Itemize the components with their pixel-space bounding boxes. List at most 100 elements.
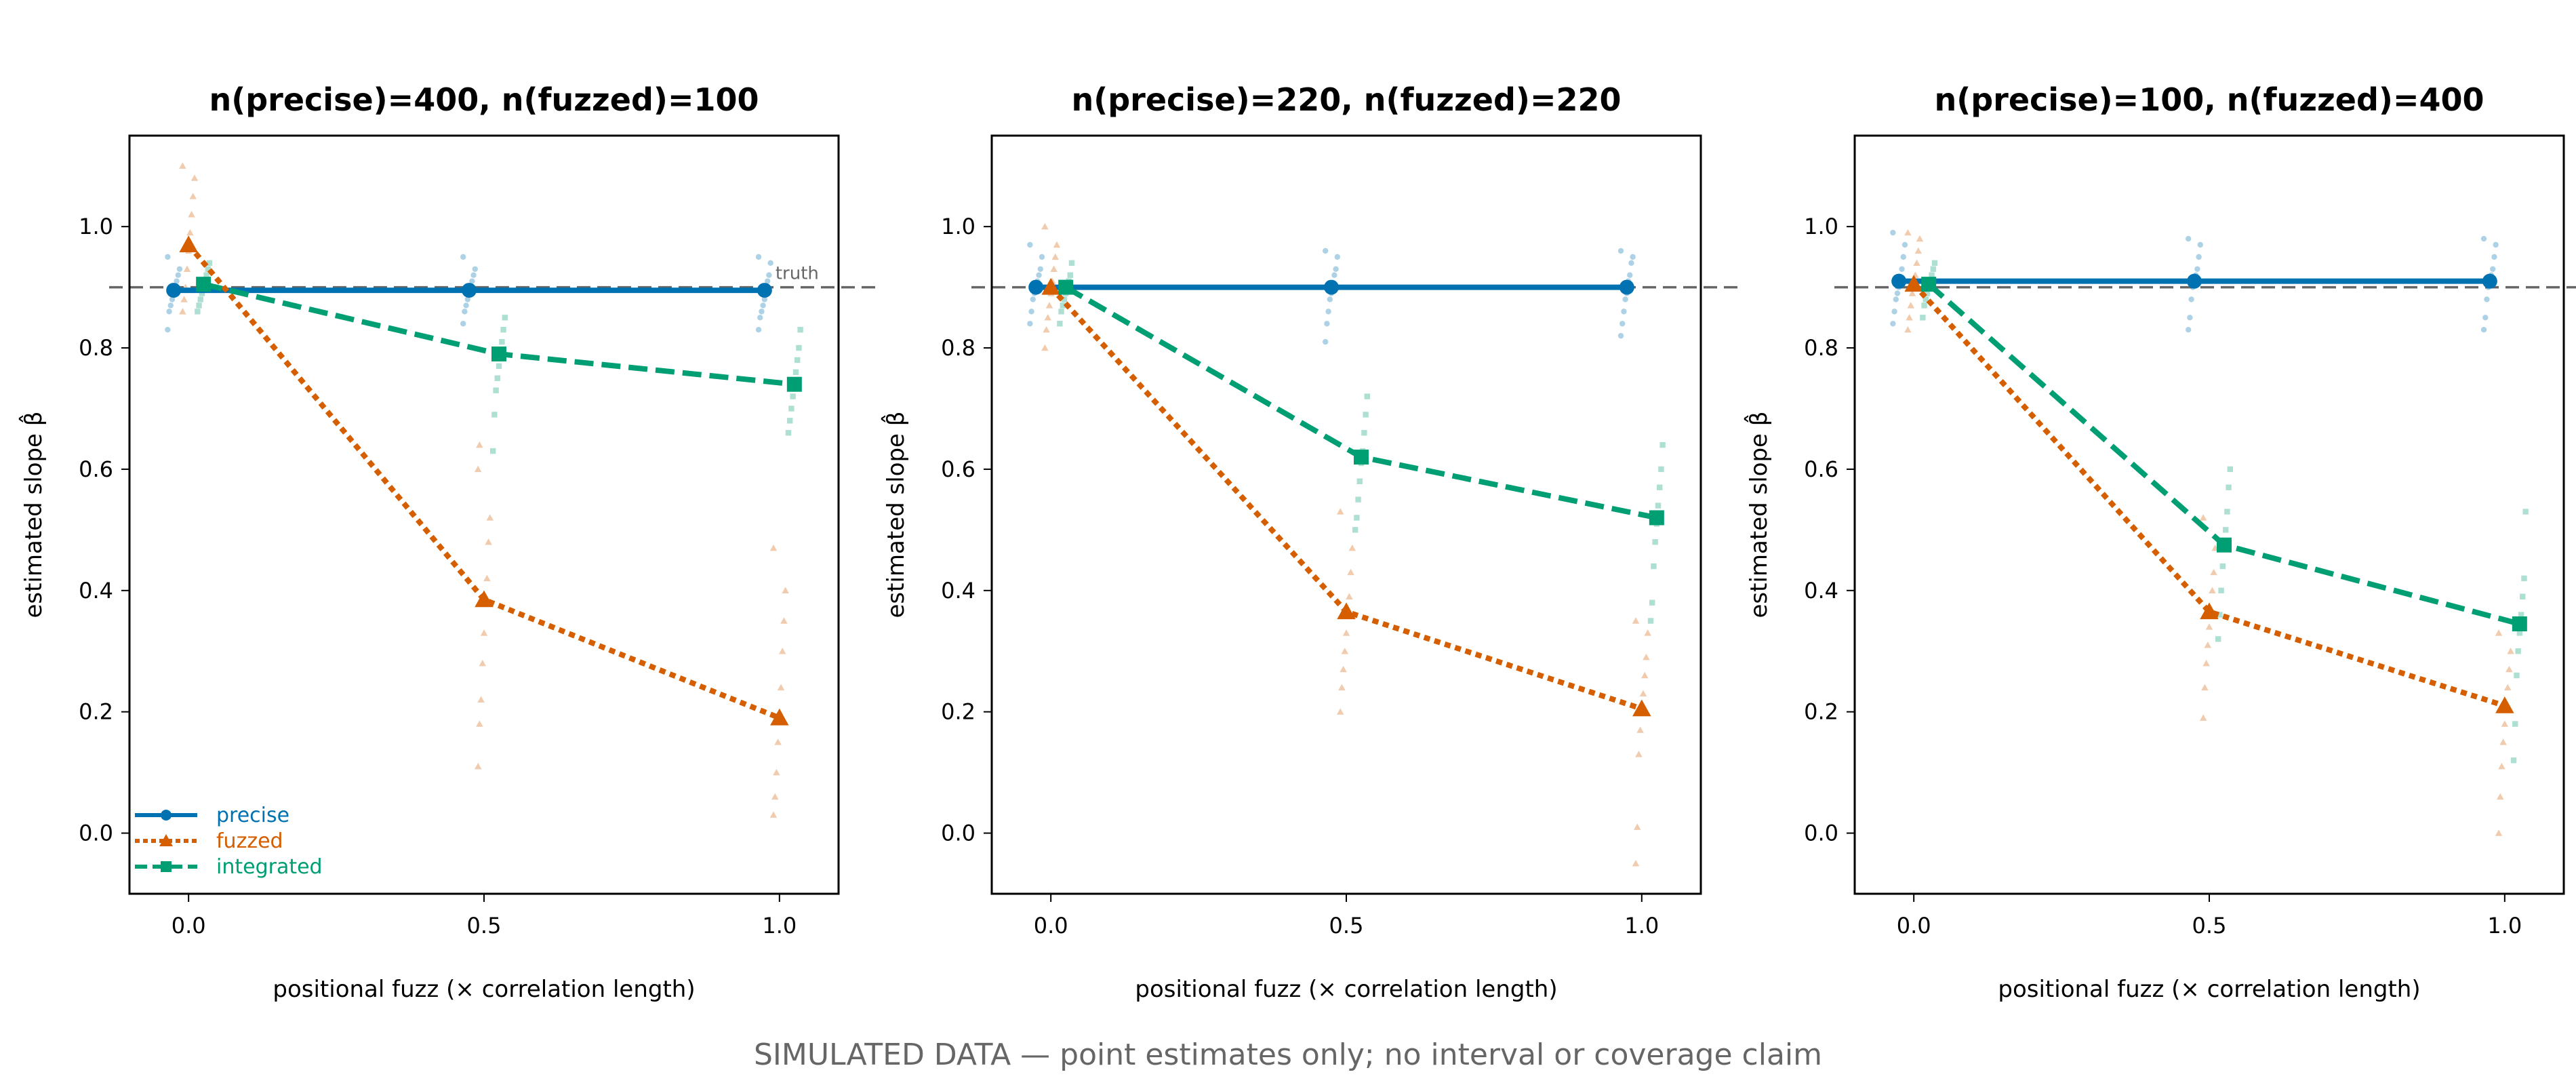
precise-replicate-point xyxy=(1323,248,1329,254)
x-tick-label: 0.0 xyxy=(1034,913,1068,939)
x-tick-label: 0.5 xyxy=(467,913,502,939)
integrated-replicate-point xyxy=(2223,527,2229,533)
integrated-replicate-point xyxy=(1355,496,1361,502)
precise-replicate-point xyxy=(2484,296,2490,302)
fuzzed-replicate-point xyxy=(2199,514,2207,521)
precise-replicate-point xyxy=(1617,248,1624,254)
precise-replicate-point xyxy=(472,266,478,272)
fuzzed-replicate-point xyxy=(1041,344,1049,351)
y-tick-label: 1.0 xyxy=(1804,214,1838,239)
integrated-replicate-point xyxy=(197,296,203,302)
integrated-replicate-point xyxy=(2518,612,2524,618)
y-tick-label: 0.6 xyxy=(79,456,113,482)
fuzzed-replicate-point xyxy=(2205,623,2213,630)
integrated-replicate-point xyxy=(494,375,500,381)
fuzzed-replicate-point xyxy=(1041,222,1049,230)
fuzzed-replicate-point xyxy=(486,514,494,521)
precise-replicate-point xyxy=(765,278,771,284)
integrated-replicate-point xyxy=(206,260,213,267)
precise-replicate-point xyxy=(1036,272,1042,278)
fuzzed-replicate-point xyxy=(1916,235,1924,242)
integrated-series-line xyxy=(1927,282,2520,627)
fuzzed-replicate-point xyxy=(2202,659,2210,667)
fuzzed-replicate-point xyxy=(1904,229,1912,236)
integrated-replicate-point xyxy=(203,272,209,278)
fuzzed-replicate-point xyxy=(2503,684,2512,691)
integrated-replicate-point xyxy=(2227,466,2233,473)
precise-replicate-point xyxy=(2186,327,2192,333)
integrated-replicate-point xyxy=(1920,315,1926,321)
integrated-replicate-point xyxy=(1930,266,1936,272)
precise-replicate-point xyxy=(1891,309,1897,315)
fuzzed-series-line xyxy=(186,243,781,721)
fuzzed-replicate-point xyxy=(769,544,778,551)
y-tick-label: 0.4 xyxy=(1804,578,1838,604)
x-axis-label: positional fuzz (× correlation length) xyxy=(1135,976,1557,1003)
integrated-replicate-point xyxy=(2219,563,2226,570)
x-tick-label: 0.0 xyxy=(172,913,206,939)
precise-replicate-point xyxy=(1325,309,1331,315)
precise-replicate-point xyxy=(2194,266,2200,272)
fuzzed-replicate-point xyxy=(1633,823,1641,830)
integrated-replicate-point xyxy=(196,302,202,309)
fuzzed-replicate-point xyxy=(2209,587,2216,593)
fuzzed-replicate-point xyxy=(474,762,482,770)
fuzzed-replicate-point xyxy=(777,684,785,691)
precise-mean-point xyxy=(1028,279,1044,295)
precise-replicate-point xyxy=(1027,241,1033,248)
precise-replicate-point xyxy=(462,309,468,315)
y-tick-label: 0.2 xyxy=(1804,699,1838,725)
legend-integrated-label: integrated xyxy=(216,855,323,879)
integrated-replicate-point xyxy=(500,327,506,333)
fuzzed-replicate-point xyxy=(1632,860,1640,867)
integrated-mean-point xyxy=(1058,279,1074,295)
precise-replicate-point xyxy=(1323,338,1329,345)
integrated-replicate-point xyxy=(1931,260,1938,267)
panel-3: n(precise)=100, n(fuzzed)=400 0.0 0.2 0.4 0.… xyxy=(1744,81,2576,1003)
precise-replicate-point xyxy=(460,254,466,260)
precise-replicate-point xyxy=(1039,254,1045,260)
integrated-replicate-point xyxy=(2521,575,2527,582)
integrated-replicate-point xyxy=(1361,430,1367,436)
fuzzed-replicate-point xyxy=(2499,738,2507,745)
fuzzed-replicate-point xyxy=(2501,720,2509,727)
precise-replicate-point xyxy=(2491,254,2497,260)
precise-replicate-point xyxy=(1334,254,1341,260)
fuzzed-replicate-point xyxy=(190,174,199,181)
integrated-replicate-point xyxy=(787,418,793,424)
fuzzed-replicate-point xyxy=(782,587,789,593)
precise-replicate-point xyxy=(761,296,768,302)
integrated-mean-point xyxy=(2512,616,2527,631)
precise-mean-point xyxy=(2482,273,2497,289)
fuzzed-replicate-point xyxy=(1050,265,1058,272)
fuzzed-replicate-point xyxy=(2507,647,2514,654)
x-tick-label: 0.0 xyxy=(1897,913,1931,939)
fuzzed-replicate-point xyxy=(1336,508,1344,515)
fuzzed-replicate-point xyxy=(480,629,488,636)
fuzzed-replicate-point xyxy=(1336,708,1344,715)
fuzzed-replicate-point xyxy=(1913,259,1920,267)
integrated-series-line xyxy=(203,281,795,387)
y-tick-label: 0.0 xyxy=(1804,821,1838,846)
fuzzed-replicate-point xyxy=(1044,314,1052,321)
integrated-replicate-point xyxy=(1655,502,1662,509)
fuzzed-replicate-point xyxy=(778,647,786,654)
integrated-replicate-point xyxy=(1057,321,1063,327)
fuzzed-mean-point xyxy=(1904,275,1923,292)
panel-1: n(precise)=400, n(fuzzed)=100 0.0 0.2 0.4 0.… xyxy=(19,81,879,1003)
precise-replicate-point xyxy=(767,260,773,267)
fuzzed-series-line xyxy=(1912,282,2506,709)
precise-replicate-point xyxy=(2187,315,2193,321)
fuzzed-mean-point xyxy=(770,708,789,726)
panel-title: n(precise)=100, n(fuzzed)=400 xyxy=(1934,81,2484,118)
precise-replicate-point xyxy=(1327,296,1333,302)
y-tick-label: 0.6 xyxy=(941,456,975,482)
panel-title: n(precise)=220, n(fuzzed)=220 xyxy=(1071,81,1621,118)
fuzzed-mean-point xyxy=(1632,699,1651,717)
fuzzed-replicate-point xyxy=(476,441,483,448)
integrated-replicate-point xyxy=(794,357,801,363)
integrated-replicate-point xyxy=(2515,648,2521,654)
fuzzed-replicate-point xyxy=(1636,726,1644,733)
integrated-replicate-point xyxy=(491,412,498,418)
